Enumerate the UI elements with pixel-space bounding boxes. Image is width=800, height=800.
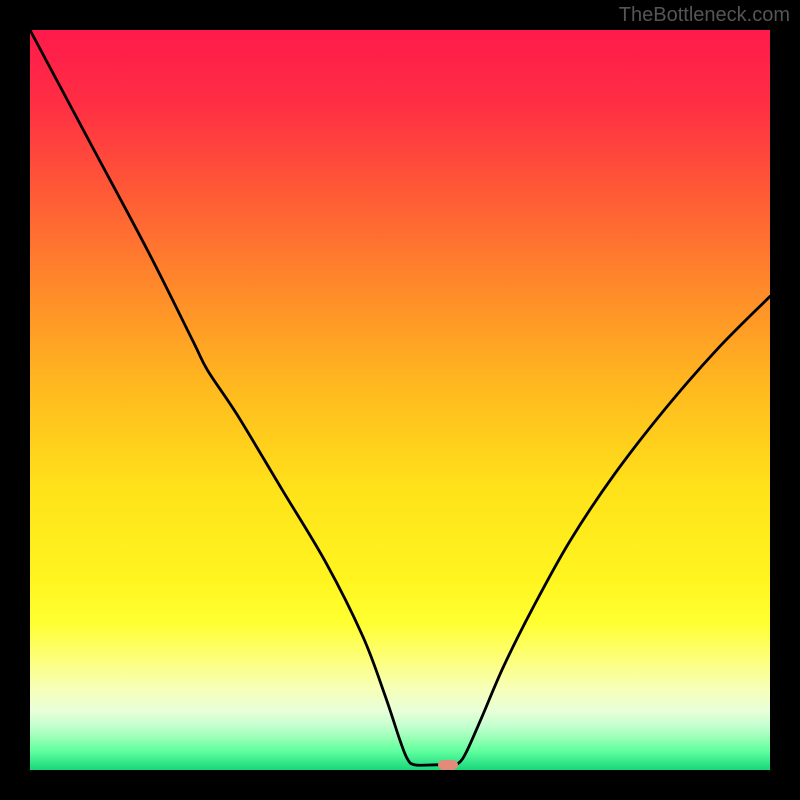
plot-area	[30, 30, 770, 770]
bottleneck-curve	[30, 30, 770, 770]
watermark-text: TheBottleneck.com	[619, 4, 790, 27]
optimal-point-marker	[438, 760, 457, 770]
